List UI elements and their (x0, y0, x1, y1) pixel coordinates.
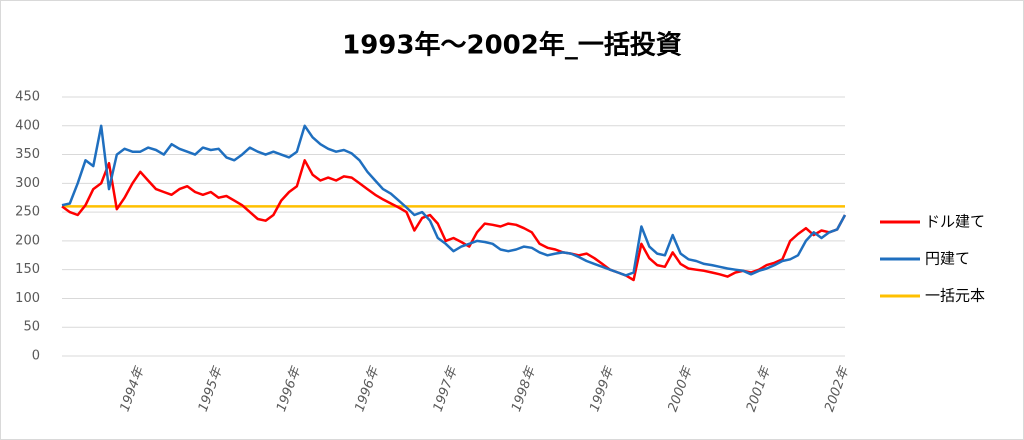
series-line (61, 124, 847, 277)
y-tick-label: 350 (15, 147, 40, 162)
y-tick-label: 150 (15, 262, 40, 277)
legend-label: 円建て (925, 250, 970, 268)
y-tick-label: 450 (15, 90, 40, 105)
y-tick-label: 250 (15, 205, 40, 220)
legend-label: ドル建て (925, 213, 985, 231)
chart-title: 1993年～2002年_一括投資 (342, 30, 682, 61)
y-tick-label: 0 (32, 349, 40, 364)
series-line (61, 159, 847, 282)
y-tick-label: 100 (15, 291, 40, 306)
y-tick-label: 50 (23, 320, 40, 335)
legend-label: 一括元本 (925, 287, 985, 305)
y-tick-label: 400 (15, 118, 40, 133)
y-tick-label: 200 (15, 233, 40, 248)
y-tick-label: 300 (15, 176, 40, 191)
